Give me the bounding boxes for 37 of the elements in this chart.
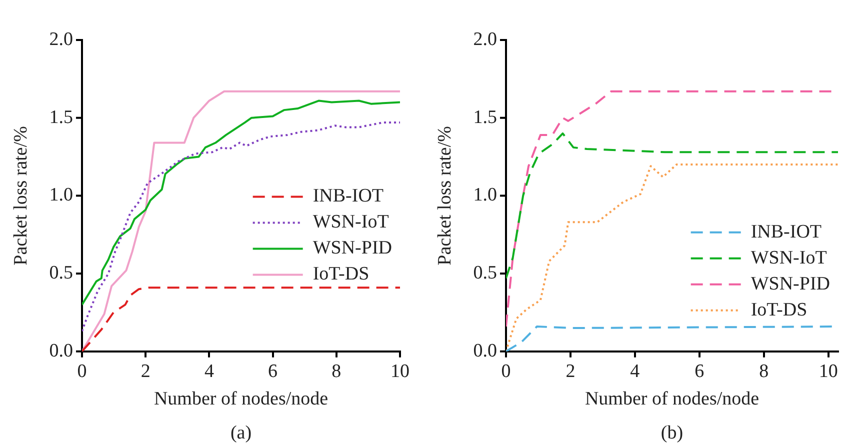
x-tick-label: 6 bbox=[268, 360, 278, 382]
x-tick-label: 8 bbox=[759, 360, 769, 382]
legend-label: IoT-DS bbox=[750, 299, 808, 320]
y-tick-label: 1.0 bbox=[473, 184, 497, 206]
x-axis-title: Number of nodes/node bbox=[154, 388, 328, 410]
legend-label: WSN-IoT bbox=[312, 212, 390, 233]
y-tick-label: 0.0 bbox=[49, 340, 73, 362]
y-axis-title: Packet loss rate/% bbox=[10, 126, 32, 266]
x-tick-label: 4 bbox=[204, 360, 214, 382]
line-series bbox=[82, 122, 400, 332]
x-tick-label: 0 bbox=[77, 360, 87, 382]
legend-label: WSN-PID bbox=[750, 273, 830, 294]
x-tick-label: 10 bbox=[818, 360, 838, 382]
x-tick-label: 2 bbox=[566, 360, 576, 382]
y-tick-label: 1.5 bbox=[49, 106, 73, 128]
y-tick-label: 1.5 bbox=[473, 106, 497, 128]
x-tick-label: 6 bbox=[694, 360, 704, 382]
y-axis-title: Packet loss rate/% bbox=[434, 126, 456, 266]
y-tick-label: 2.0 bbox=[473, 28, 497, 50]
legend-label: WSN-IoT bbox=[750, 247, 828, 268]
x-tick-label: 8 bbox=[332, 360, 342, 382]
x-tick-label: 2 bbox=[140, 360, 150, 382]
text: (a) bbox=[230, 422, 252, 444]
x-axis-title: Number of nodes/node bbox=[584, 388, 760, 410]
y-tick-label: 2.0 bbox=[49, 28, 73, 50]
y-tick-label: 1.0 bbox=[49, 184, 73, 206]
x-tick-label: 0 bbox=[501, 360, 511, 382]
y-tick-label: 0.0 bbox=[473, 340, 497, 362]
legend-label: IoT-DS bbox=[312, 264, 370, 285]
legend-label: INB-IOT bbox=[750, 221, 822, 242]
legend-label: INB-IOT bbox=[312, 186, 384, 207]
y-tick-label: 0.5 bbox=[473, 262, 497, 284]
x-tick-label: 4 bbox=[630, 360, 640, 382]
text: (b) bbox=[660, 422, 684, 444]
legend-label: WSN-PID bbox=[312, 238, 392, 259]
x-tick-label: 10 bbox=[390, 360, 410, 382]
y-tick-label: 0.5 bbox=[49, 262, 73, 284]
